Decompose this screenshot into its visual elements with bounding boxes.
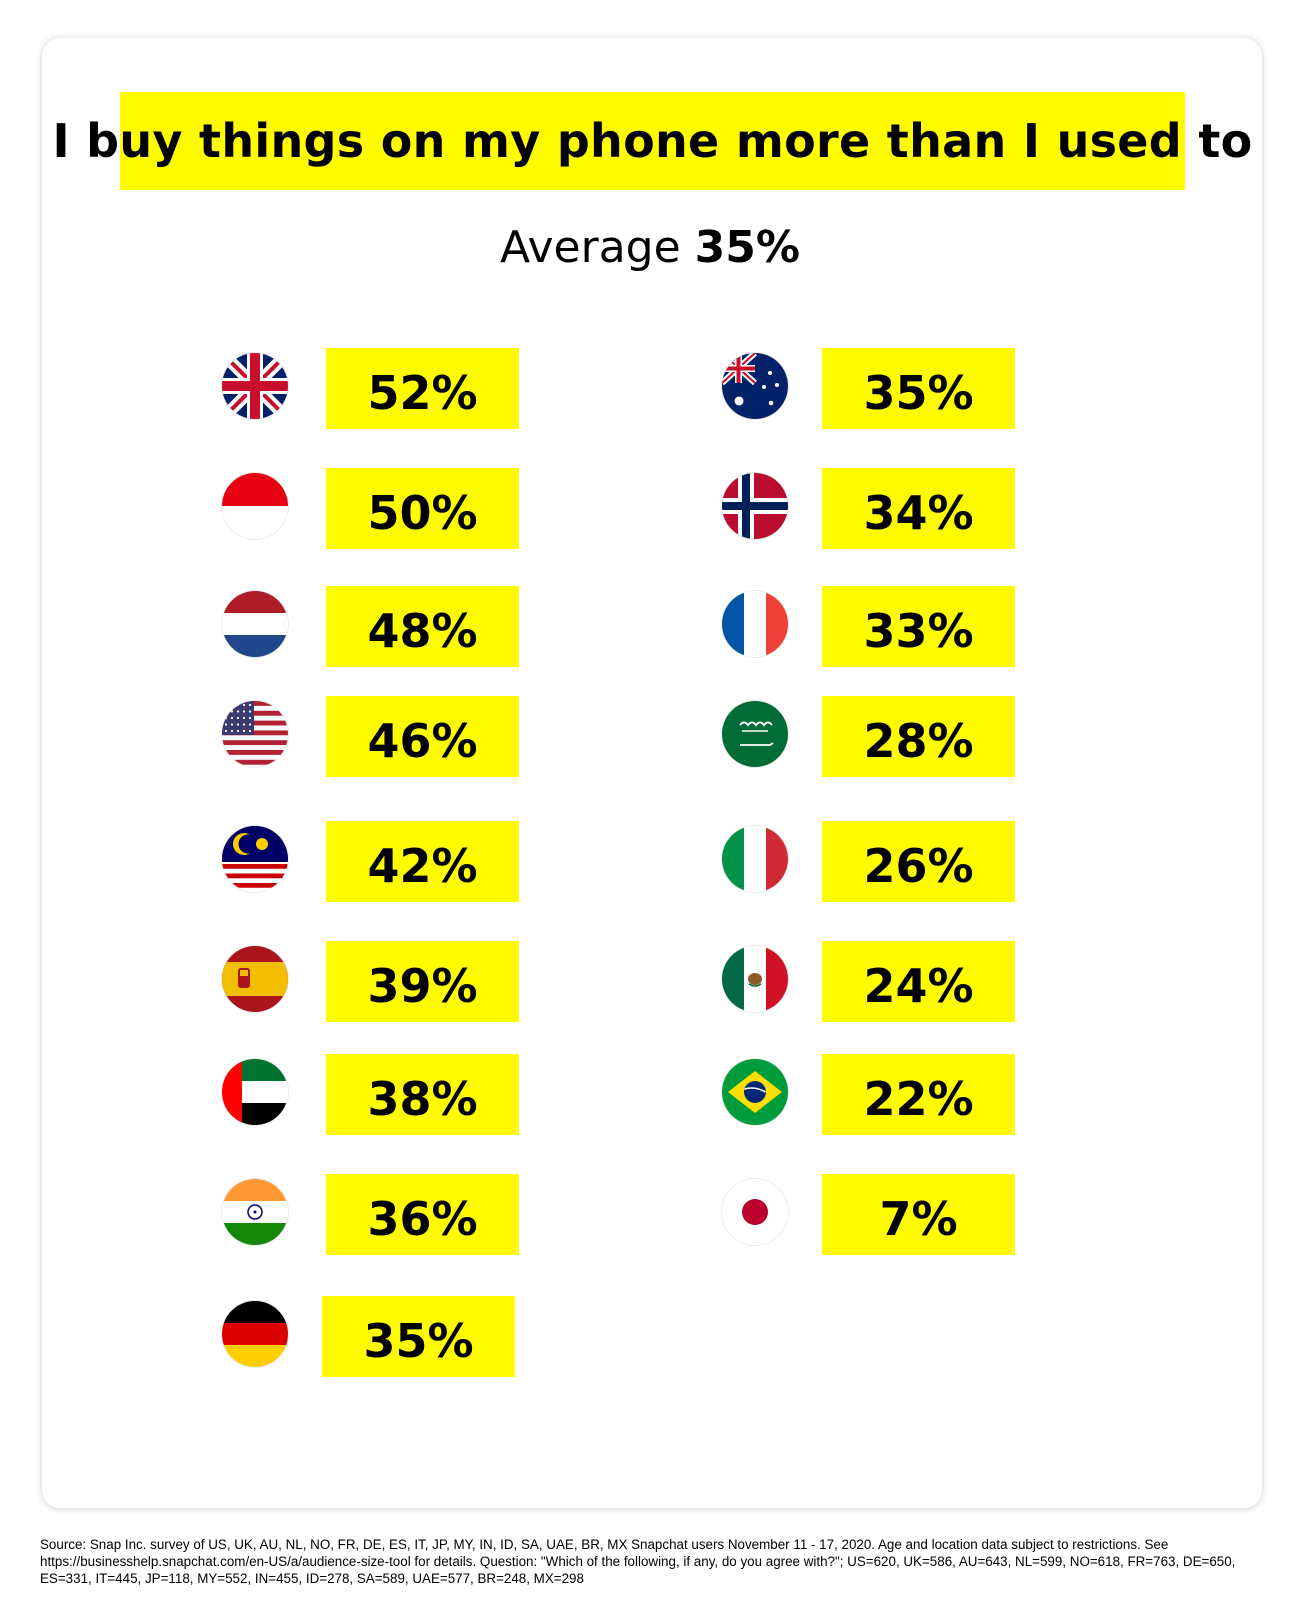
germany-flag-icon — [222, 1301, 288, 1367]
value-label: 28% — [863, 713, 974, 768]
value-pill: 28% — [822, 696, 1015, 777]
value-label: 48% — [367, 603, 478, 658]
saudi-arabia-flag-icon — [722, 701, 788, 767]
value-label: 26% — [863, 838, 974, 893]
france-flag-icon — [722, 591, 788, 657]
value-pill: 26% — [822, 821, 1015, 902]
usa-flag-icon — [222, 701, 288, 767]
value-pill: 38% — [326, 1054, 519, 1135]
uk-flag-icon — [222, 353, 288, 419]
value-label: 35% — [863, 365, 974, 420]
value-label: 39% — [367, 958, 478, 1013]
value-pill: 33% — [822, 586, 1015, 667]
malaysia-flag-icon — [222, 826, 288, 892]
value-label: 35% — [363, 1313, 474, 1368]
australia-flag-icon — [722, 353, 788, 419]
value-label: 34% — [863, 485, 974, 540]
indonesia-flag-icon — [222, 473, 288, 539]
value-pill: 42% — [326, 821, 519, 902]
value-label: 50% — [367, 485, 478, 540]
average-label: Average — [499, 222, 681, 273]
chart-card — [42, 38, 1262, 1508]
value-label: 36% — [367, 1191, 478, 1246]
value-pill: 35% — [822, 348, 1015, 429]
value-label: 52% — [367, 365, 478, 420]
japan-flag-icon — [722, 1179, 788, 1245]
value-pill: 24% — [822, 941, 1015, 1022]
value-pill: 39% — [326, 941, 519, 1022]
value-label: 7% — [879, 1191, 958, 1246]
value-pill: 7% — [822, 1174, 1015, 1255]
value-pill: 22% — [822, 1054, 1015, 1135]
netherlands-flag-icon — [222, 591, 288, 657]
brazil-flag-icon — [722, 1059, 788, 1125]
mexico-flag-icon — [722, 946, 788, 1012]
value-pill: 36% — [326, 1174, 519, 1255]
uae-flag-icon — [222, 1059, 288, 1125]
value-pill: 52% — [326, 348, 519, 429]
india-flag-icon — [222, 1179, 288, 1245]
value-pill: 46% — [326, 696, 519, 777]
value-label: 24% — [863, 958, 974, 1013]
value-pill: 34% — [822, 468, 1015, 549]
italy-flag-icon — [722, 826, 788, 892]
chart-title: I buy things on my phone more than I use… — [52, 114, 1253, 168]
value-pill: 35% — [322, 1296, 515, 1377]
value-label: 22% — [863, 1071, 974, 1126]
average-value: 35% — [694, 222, 800, 273]
spain-flag-icon — [222, 946, 288, 1012]
value-label: 42% — [367, 838, 478, 893]
value-pill: 48% — [326, 586, 519, 667]
value-label: 33% — [863, 603, 974, 658]
source-note: Source: Snap Inc. survey of US, UK, AU, … — [40, 1537, 1236, 1586]
value-label: 38% — [367, 1071, 478, 1126]
norway-flag-icon — [722, 473, 788, 539]
average-line: Average 35% — [0, 222, 1300, 273]
value-label: 46% — [367, 713, 478, 768]
title-banner: I buy things on my phone more than I use… — [52, 92, 1252, 190]
value-pill: 50% — [326, 468, 519, 549]
